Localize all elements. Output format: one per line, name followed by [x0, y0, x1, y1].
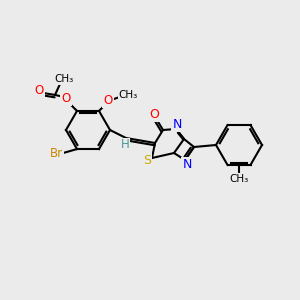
Text: O: O	[61, 92, 70, 105]
Text: CH₃: CH₃	[54, 74, 74, 84]
Text: CH₃: CH₃	[230, 174, 249, 184]
Text: N: N	[172, 118, 182, 130]
Text: N: N	[182, 158, 192, 170]
Text: S: S	[143, 154, 151, 166]
Text: Br: Br	[50, 147, 63, 160]
Text: O: O	[149, 107, 159, 121]
Text: O: O	[34, 84, 43, 98]
Text: H: H	[121, 139, 129, 152]
Text: O: O	[103, 94, 112, 107]
Text: CH₃: CH₃	[118, 90, 138, 100]
